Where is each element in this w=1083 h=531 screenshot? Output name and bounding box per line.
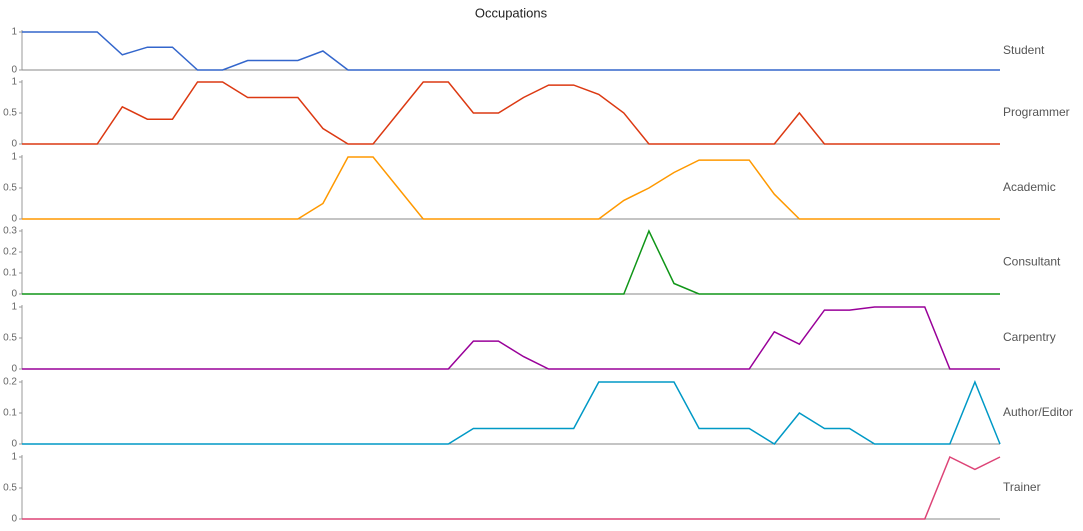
series-label: Trainer: [1003, 480, 1041, 494]
series-label: Student: [1003, 43, 1045, 57]
series-line: [22, 81, 1000, 145]
y-tick-label: 0.5: [3, 183, 17, 194]
y-tick-label: 0: [11, 364, 17, 375]
y-tick-label: 0.3: [3, 226, 17, 237]
y-tick-label: 0.5: [3, 483, 17, 494]
y-tick-label: 1: [11, 302, 17, 313]
y-tick-label: 0: [11, 65, 17, 76]
series-label: Author/Editor: [1003, 405, 1073, 419]
y-tick-label: 1: [11, 452, 17, 463]
series-label: Programmer: [1003, 105, 1070, 119]
y-tick-label: 0: [11, 514, 17, 525]
series-line: [22, 156, 1000, 220]
series-line: [22, 379, 1001, 445]
series-label: Academic: [1003, 180, 1056, 194]
chart-title: Occupations: [475, 5, 548, 20]
series-line: [22, 455, 1001, 520]
y-tick-label: 1: [11, 27, 17, 38]
series-line: [22, 229, 1000, 295]
y-tick-label: 0: [11, 214, 17, 225]
y-tick-label: 0.2: [3, 247, 17, 258]
y-tick-label: 0.1: [3, 408, 17, 419]
y-tick-label: 1: [11, 152, 17, 163]
y-tick-label: 0: [11, 139, 17, 150]
y-tick-label: 0.2: [3, 377, 17, 388]
y-tick-label: 0.5: [3, 108, 17, 119]
y-tick-label: 0: [11, 439, 17, 450]
y-tick-label: 0.5: [3, 333, 17, 344]
series-line: [22, 306, 1000, 370]
y-tick-label: 1: [11, 77, 17, 88]
series-line: [22, 31, 1000, 71]
y-tick-label: 0: [11, 289, 17, 300]
y-tick-label: 0.1: [3, 268, 17, 279]
series-label: Consultant: [1003, 255, 1061, 269]
series-label: Carpentry: [1003, 330, 1056, 344]
